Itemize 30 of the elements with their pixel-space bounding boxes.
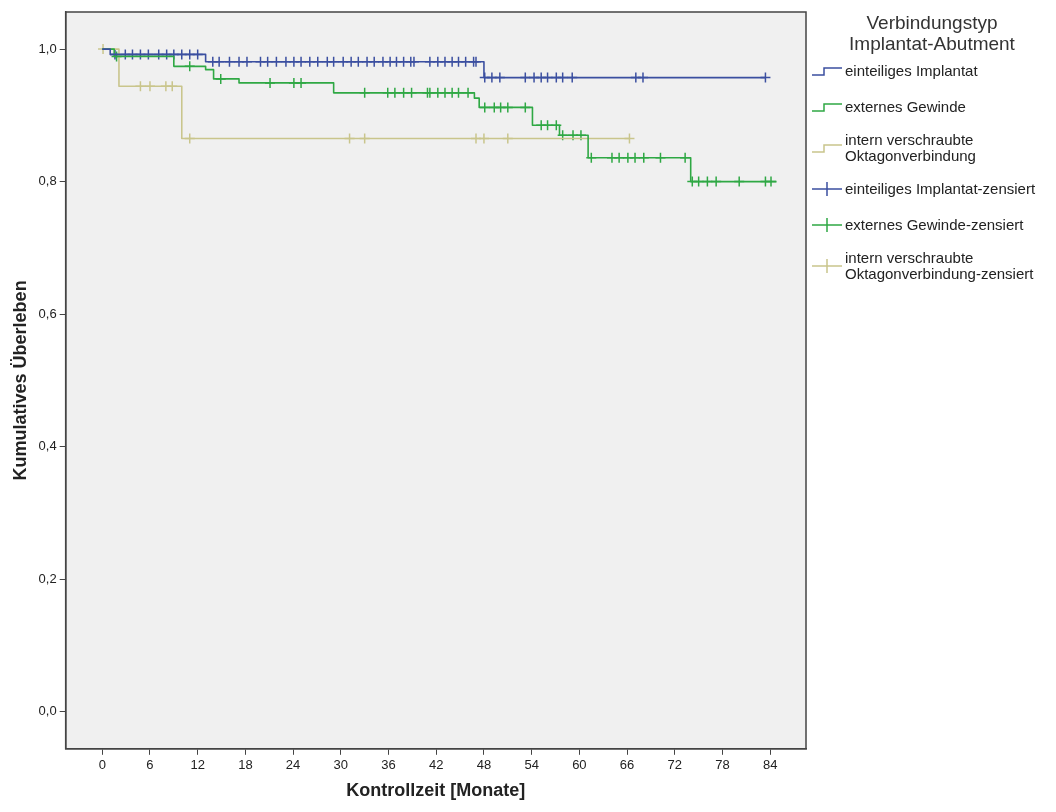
legend-label: einteiliges Implantat-zensiert (845, 180, 1036, 197)
y-tick-label: 1,0 (38, 40, 57, 56)
x-tick-label: 18 (238, 757, 253, 773)
y-tick-label: 0,8 (38, 173, 57, 189)
x-tick-label: 78 (715, 757, 730, 773)
x-tick-label: 36 (381, 757, 396, 773)
x-tick-label: 24 (285, 757, 301, 773)
x-tick-label: 84 (762, 757, 778, 773)
x-tick-label: 72 (667, 757, 683, 773)
legend-title: Verbindungstyp Implantat-Abutment (848, 12, 1016, 54)
x-tick-label: 48 (476, 757, 492, 773)
y-tick-label: 0,6 (38, 305, 57, 321)
x-tick-label: 66 (619, 757, 635, 773)
x-tick-label: 42 (429, 757, 444, 773)
legend-label: intern verschraubte Oktagonverbindung (845, 131, 977, 164)
x-tick-label: 12 (190, 757, 205, 773)
x-tick-label: 6 (146, 757, 154, 773)
legend-label: einteiliges Implantat (845, 62, 978, 79)
y-tick-label: 0,2 (38, 570, 57, 586)
x-tick-label: 54 (524, 757, 539, 773)
x-tick-label: 30 (333, 757, 349, 773)
x-tick-label: 0 (98, 757, 106, 773)
legend-label: externes Gewinde (845, 98, 966, 115)
y-axis-title: Kumulatives Überleben (9, 280, 30, 481)
x-tick-label: 60 (572, 757, 587, 773)
legend-label: intern verschraubte Oktagonverbindung-zensiert (845, 249, 1035, 282)
x-axis-title: Kontrollzeit [Monate] (346, 780, 526, 801)
legend-label: externes Gewinde-zensiert (845, 216, 1024, 233)
y-tick-label: 0,4 (38, 438, 57, 454)
y-tick-label: 0,0 (38, 703, 57, 719)
